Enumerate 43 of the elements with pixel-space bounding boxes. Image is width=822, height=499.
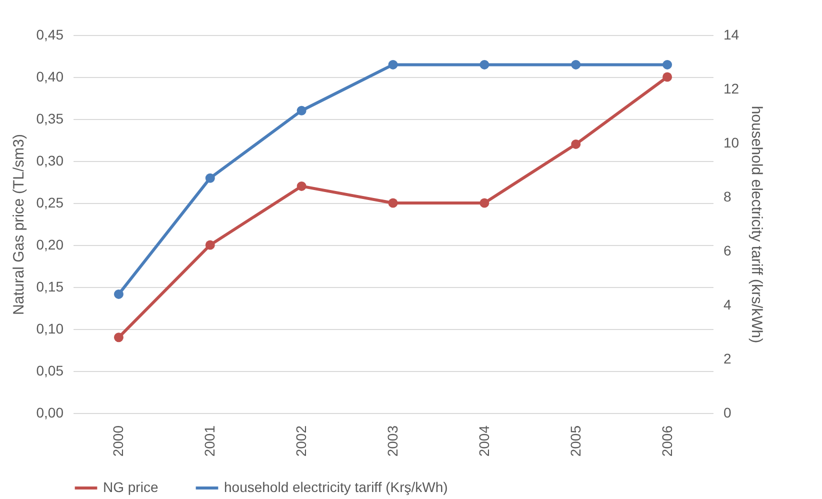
y-tick-label: 0,00	[36, 404, 64, 420]
point	[480, 60, 490, 70]
y-tick-label: 0,10	[36, 320, 64, 336]
x-tick-label: 2002	[293, 425, 310, 457]
y2-tick-label: 8	[724, 188, 732, 204]
y-tick-label: 0,40	[36, 68, 64, 84]
point	[388, 60, 398, 70]
y-tick-label: 0,35	[36, 110, 64, 126]
y2-tick-label: 12	[724, 80, 740, 96]
point	[114, 289, 124, 299]
y2-tick-label: 6	[724, 242, 732, 258]
y2-tick-label: 14	[724, 26, 740, 42]
point	[662, 60, 672, 70]
point	[388, 198, 398, 208]
x-tick-label: 2000	[110, 425, 126, 457]
legend-label: household electricity tariff (Krş/kWh)	[224, 479, 448, 495]
y-tick-label: 0,45	[36, 26, 64, 42]
x-tick-label: 2003	[384, 425, 400, 457]
point	[296, 106, 306, 116]
y2-axis-title: household electricity tariff (krs/kWh)	[748, 106, 766, 344]
x-tick-label: 2001	[202, 425, 218, 457]
y2-tick-label: 2	[724, 350, 732, 366]
y-tick-label: 0,30	[36, 152, 64, 168]
x-tick-label: 2005	[567, 425, 584, 457]
point	[114, 332, 124, 342]
point	[571, 139, 581, 149]
x-tick-label: 2006	[658, 425, 675, 457]
y2-tick-label: 0	[724, 404, 732, 420]
y-tick-label: 0,05	[36, 362, 64, 378]
point	[480, 198, 490, 208]
point	[205, 173, 215, 183]
point	[662, 72, 672, 82]
y2-tick-label: 4	[724, 296, 732, 312]
y-tick-label: 0,20	[36, 236, 64, 252]
y-axis-title: Natural Gas price (TL/sm3)	[10, 134, 28, 315]
x-tick-label: 2004	[476, 425, 492, 457]
point	[205, 240, 215, 250]
y-tick-label: 0,15	[36, 278, 64, 294]
legend-label: NG price	[103, 479, 158, 495]
y-tick-label: 0,25	[36, 194, 64, 210]
point	[296, 181, 306, 191]
y2-tick-label: 10	[724, 134, 740, 150]
point	[571, 60, 581, 70]
